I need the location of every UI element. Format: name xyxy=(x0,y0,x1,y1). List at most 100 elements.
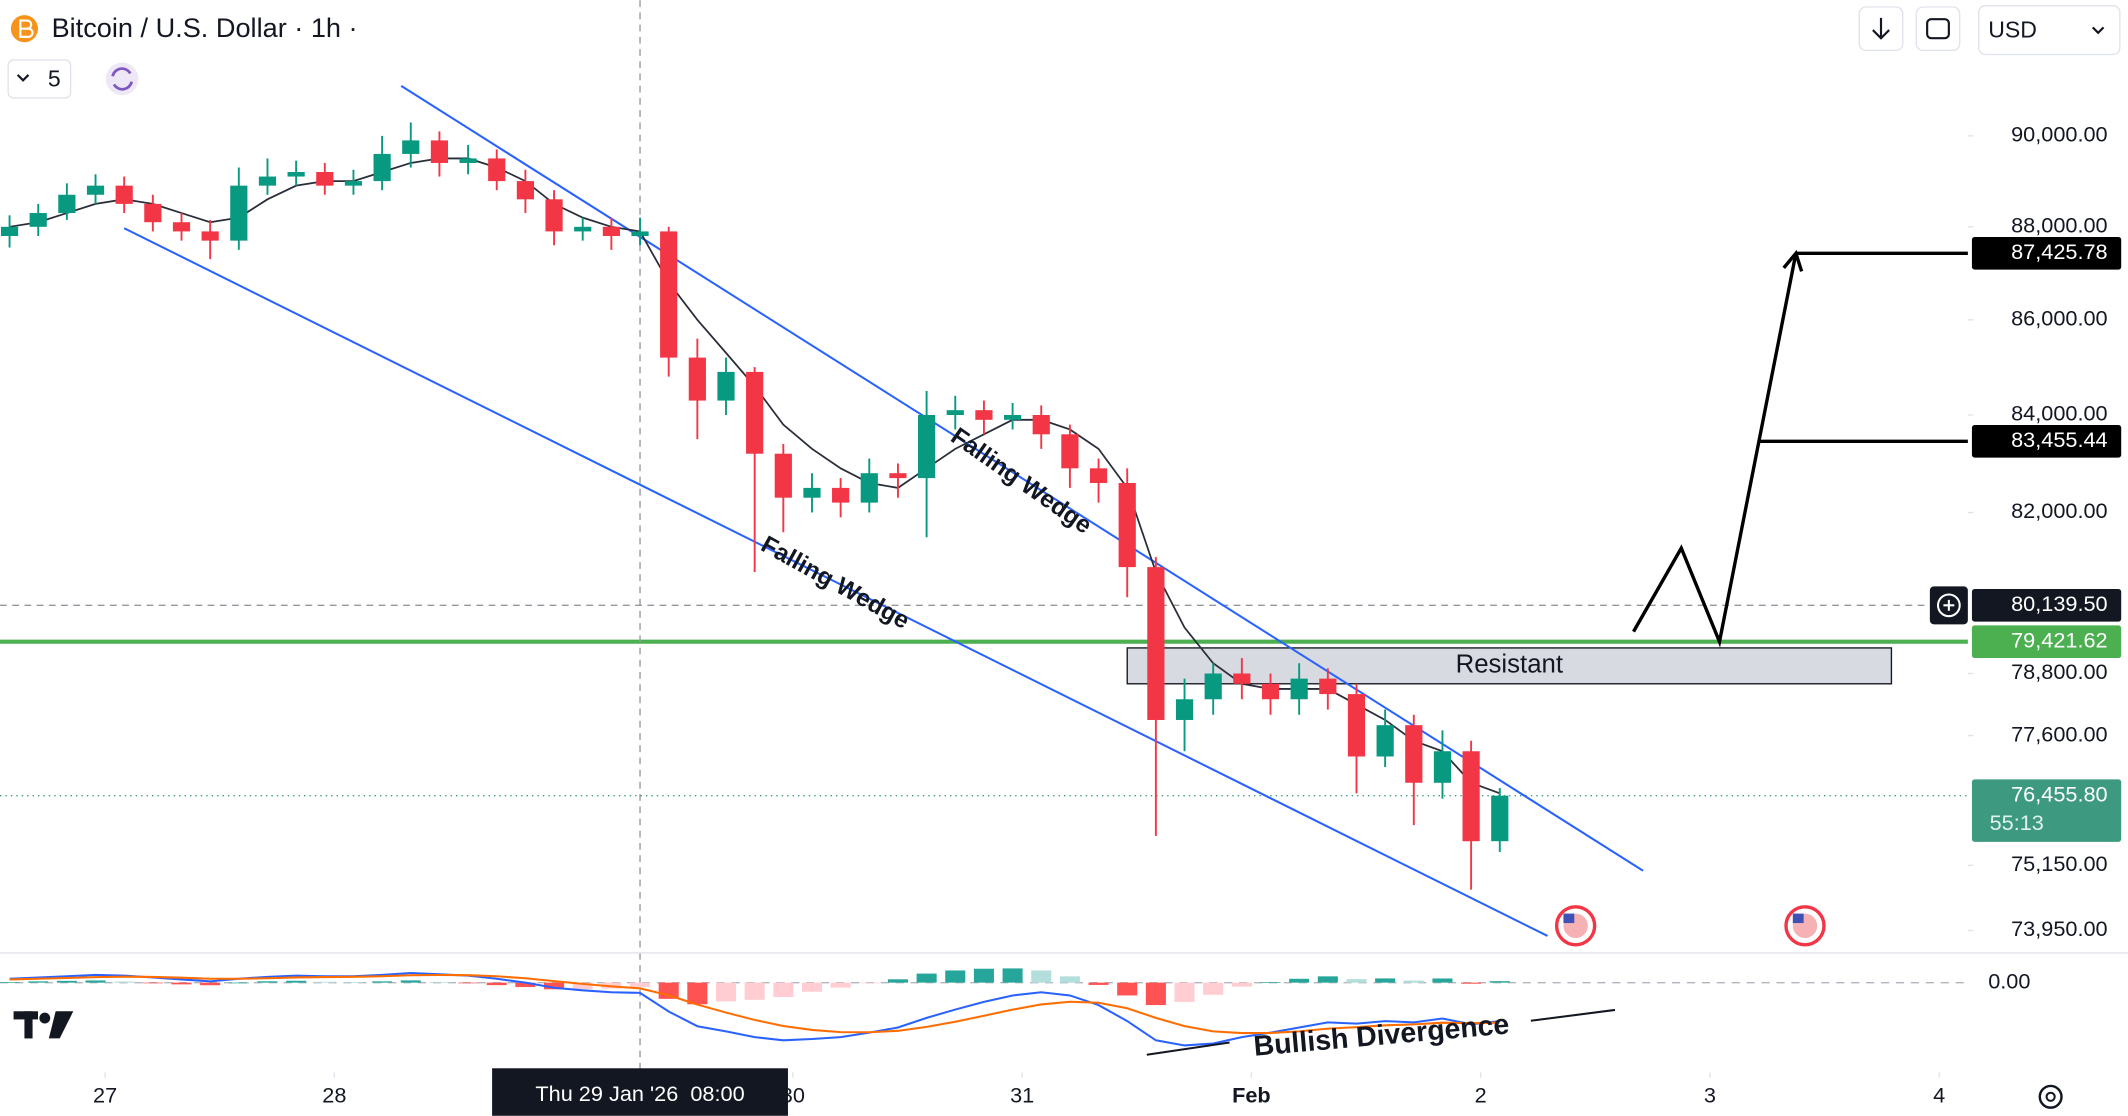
candle-body xyxy=(201,231,219,241)
macd-histogram-bar xyxy=(1203,982,1224,995)
candle-body xyxy=(86,185,105,195)
candle-body xyxy=(344,181,363,186)
candle-body xyxy=(402,140,420,154)
chevron xyxy=(2091,26,2105,35)
projection-path xyxy=(1632,252,1798,648)
macd-histogram-bar xyxy=(1289,978,1310,983)
macd-histogram-bar xyxy=(630,982,651,988)
crosshair-time-text: Thu 29 Jan '26 08:00 xyxy=(535,1081,744,1106)
currency-select[interactable] xyxy=(1978,4,2121,56)
countdown-text: 55:13 xyxy=(1990,810,2044,835)
y-tick-label: 73,950.00 xyxy=(2011,916,2108,941)
macd-histogram-bar xyxy=(1346,979,1367,983)
candle-body xyxy=(660,231,678,358)
candle-body xyxy=(144,203,162,223)
tradingview-logo xyxy=(13,1011,74,1039)
candle-body xyxy=(774,453,792,498)
settings-button[interactable] xyxy=(2038,1084,2063,1109)
x-tick-label: 31 xyxy=(1010,1083,1034,1108)
macd-histogram-bar xyxy=(830,982,851,988)
macd-histogram-bar xyxy=(658,982,679,999)
y-tick-label: 78,800.00 xyxy=(2011,659,2108,684)
resistance-zone xyxy=(1126,647,1893,685)
macd-histogram-bar xyxy=(801,982,823,992)
event-marker xyxy=(1784,905,1826,947)
candle-body xyxy=(1061,434,1079,469)
macd-histogram-bar xyxy=(1317,976,1338,983)
candle-body xyxy=(287,172,305,177)
macd-histogram-bar xyxy=(1231,982,1252,987)
candle-body xyxy=(29,213,47,227)
x-tick-label: 28 xyxy=(322,1083,346,1108)
y-tick-label: 86,000.00 xyxy=(2011,306,2108,331)
macd-histogram-bar xyxy=(744,982,765,1000)
add-alert-icon xyxy=(1943,599,1955,611)
download-icon xyxy=(1872,17,1890,40)
crosshair-price-label xyxy=(1971,589,2122,622)
target-price-label xyxy=(1971,237,2122,270)
candle-body xyxy=(1376,725,1394,757)
bitcoin-glyph xyxy=(19,19,34,38)
candle-body xyxy=(889,473,907,479)
macd-histogram-bar xyxy=(486,982,507,986)
candle-body xyxy=(1175,699,1194,720)
candle-body xyxy=(230,185,248,241)
macd-histogram-bar xyxy=(973,968,994,983)
y-tick-label: 77,600.00 xyxy=(2011,721,2108,746)
macd-histogram-bar xyxy=(859,982,880,984)
y-tick-label: 84,000.00 xyxy=(2011,401,2108,426)
resistance-label: Resistant xyxy=(1456,651,1563,679)
macd-histogram-bar xyxy=(1088,982,1109,985)
candle-body xyxy=(1290,678,1308,700)
fullscreen-icon xyxy=(1926,18,1950,40)
candle-body xyxy=(430,140,449,163)
candle-body xyxy=(1233,673,1251,684)
macd-histogram-bar xyxy=(1174,982,1195,1002)
divergence-label: Bullish Divergence xyxy=(1252,1008,1510,1062)
macd-histogram-bar xyxy=(544,982,565,990)
event-marker xyxy=(1554,905,1597,947)
candle-body xyxy=(58,194,76,214)
candle-body xyxy=(1319,678,1337,695)
candle-body xyxy=(688,357,706,401)
macd-histogram-bar xyxy=(228,982,249,984)
macd-histogram-bar xyxy=(887,979,908,983)
signal-line xyxy=(9,973,1500,1035)
interval-badge[interactable] xyxy=(7,59,72,99)
macd-histogram-bar xyxy=(257,981,278,983)
x-tick-label: Feb xyxy=(1232,1083,1271,1108)
wedge-label: Falling Wedge xyxy=(756,531,913,635)
y-tick-label: 82,000.00 xyxy=(2011,498,2108,523)
macd-histogram-bar xyxy=(1461,982,1482,984)
candle-body xyxy=(574,226,592,232)
wedge-line xyxy=(400,85,1644,872)
candle-body xyxy=(1032,414,1050,435)
macd-histogram-bar xyxy=(1117,982,1138,996)
x-tick-label: 2 xyxy=(1475,1083,1487,1108)
macd-histogram-bar xyxy=(773,982,794,997)
y-tick-label: 75,150.00 xyxy=(2011,851,2108,876)
candle-body xyxy=(1462,751,1480,842)
candle-body xyxy=(373,153,391,182)
macd-histogram-bar xyxy=(171,982,192,985)
macd-histogram-bar xyxy=(343,982,364,983)
divergence-line xyxy=(1146,1041,1230,1056)
macd-histogram-bar xyxy=(1432,978,1453,983)
macd-histogram-bar xyxy=(28,981,49,983)
candle-body xyxy=(545,199,563,232)
plot-area: Resistant xyxy=(0,0,1968,1073)
macd-histogram-bar xyxy=(572,982,593,990)
candle-body xyxy=(860,473,878,503)
target-price-label-text: 87,425.78 xyxy=(2011,239,2108,264)
candle-body xyxy=(1433,751,1452,783)
wedge-line xyxy=(123,227,1548,937)
macd-histogram-bar xyxy=(1260,982,1281,983)
overlay: 90,000.00 88,000.00 86,000.00 84,000.00 82,0… xyxy=(93,122,2122,1116)
y-tick-label: 90,000.00 xyxy=(2011,122,2108,147)
macd-tick-label: 0.00 xyxy=(1988,968,2030,993)
candle-body xyxy=(746,371,764,454)
fullscreen-button[interactable] xyxy=(1915,6,1961,52)
macd-histogram-bar xyxy=(916,973,937,983)
crosshair-price-label-text: 80,139.50 xyxy=(2011,591,2108,616)
